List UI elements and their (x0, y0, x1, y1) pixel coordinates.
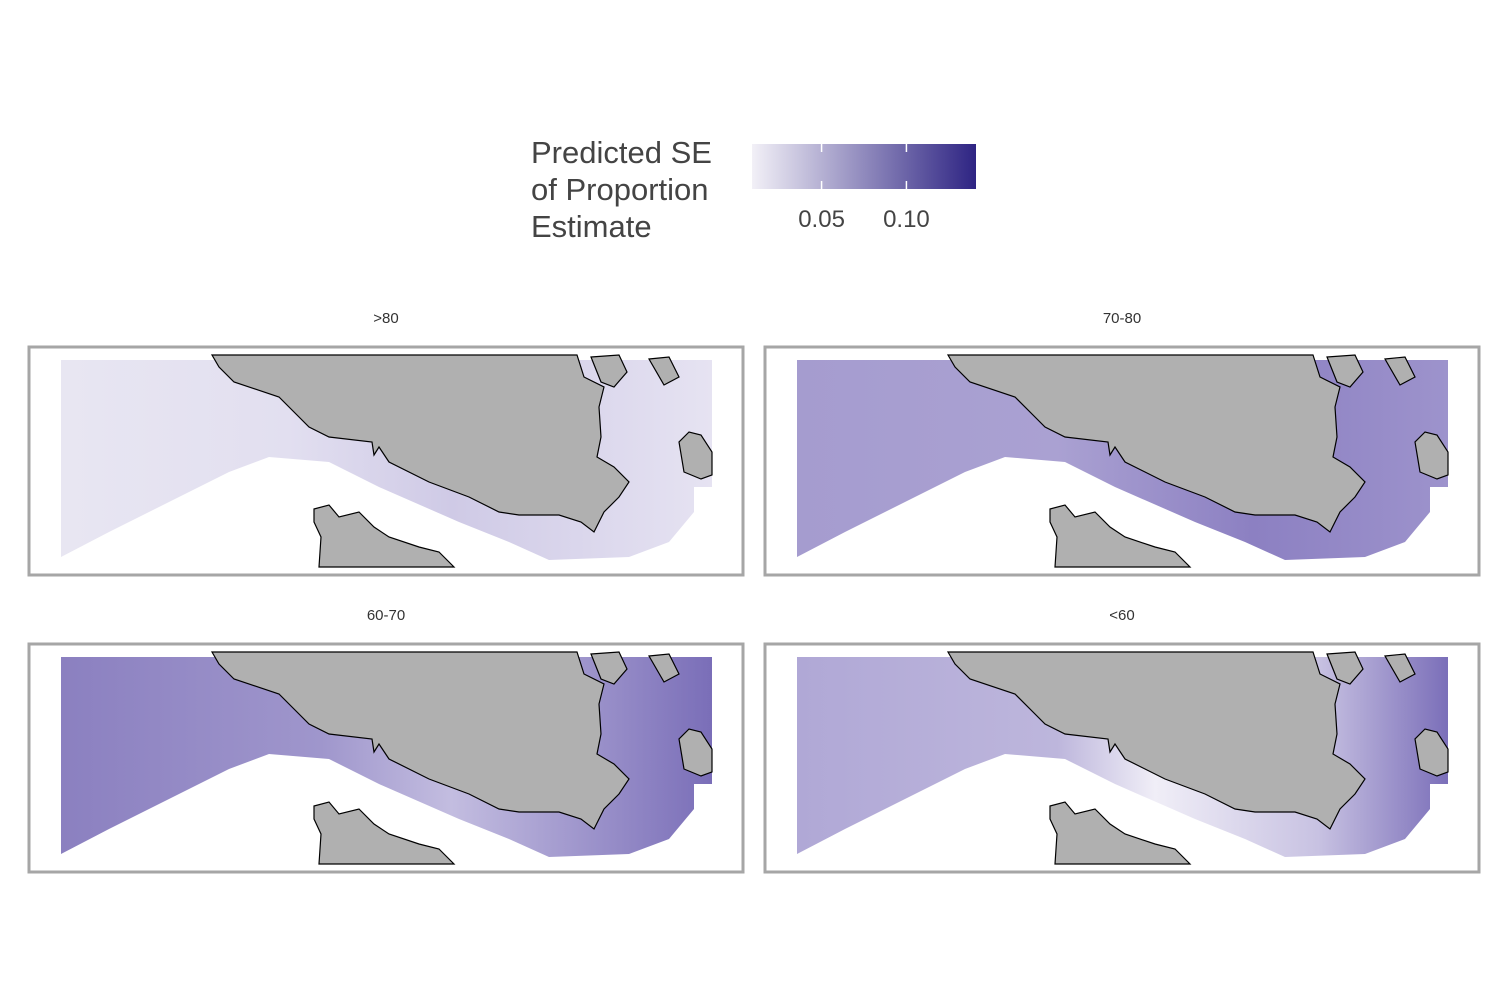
tick-label: 0.05 (798, 206, 845, 233)
legend-title: Estimate (531, 209, 652, 244)
map-panel: <60 (763, 607, 1481, 874)
legend-title: Predicted SE (531, 135, 712, 170)
map-panel: 70-80 (763, 310, 1481, 577)
panel-border (27, 642, 745, 874)
legend-title: of Proportion (531, 172, 709, 207)
panel-label: >80 (373, 310, 398, 327)
panel-label: 60-70 (367, 607, 405, 624)
panel-label: 70-80 (1103, 310, 1141, 327)
map-panel: >80 (27, 310, 745, 577)
panel-label: <60 (1109, 607, 1134, 624)
panels: >80 70-80 60-70 <60 (27, 310, 1481, 874)
map-panel: 60-70 (27, 607, 745, 874)
panel-border (763, 642, 1481, 874)
panel-border (763, 345, 1481, 577)
tick-label: 0.10 (883, 206, 930, 233)
panel-border (27, 345, 745, 577)
colorbar (752, 144, 976, 189)
